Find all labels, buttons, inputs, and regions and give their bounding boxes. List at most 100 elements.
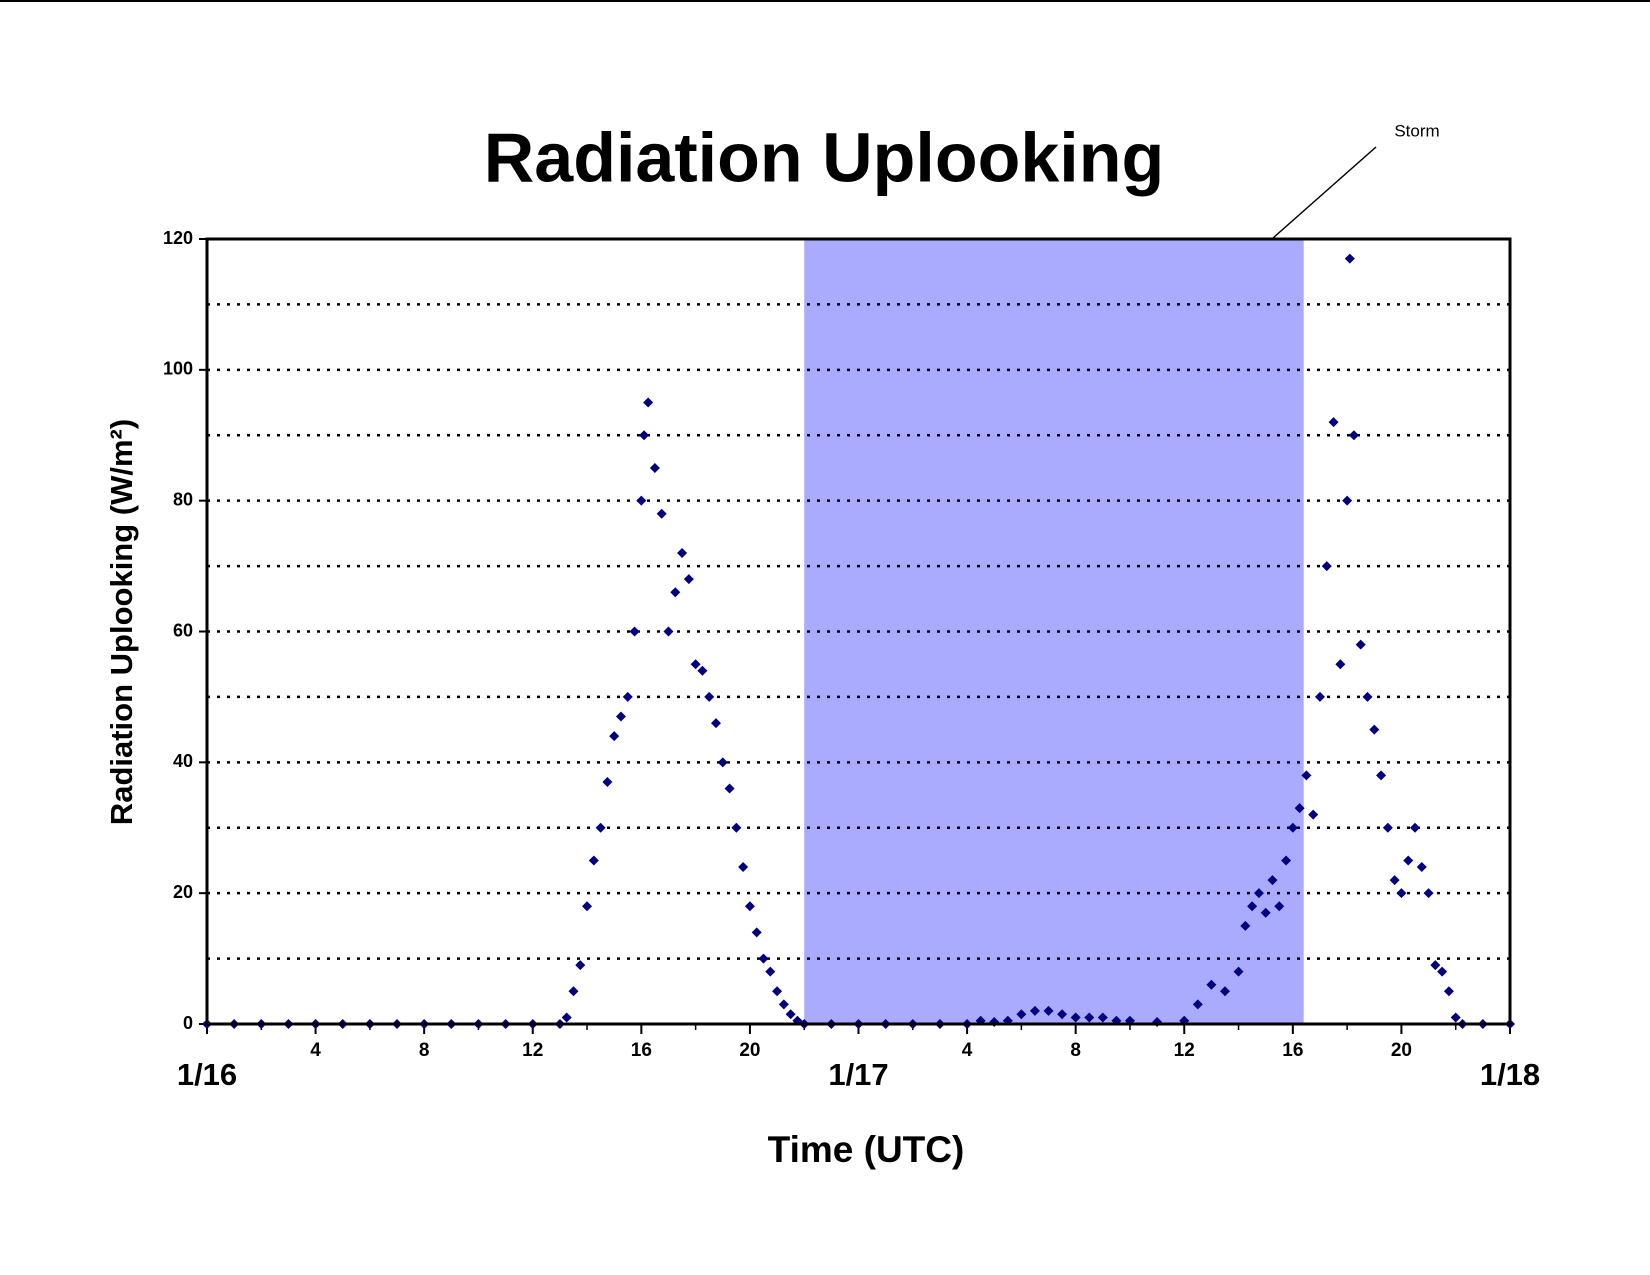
data-point: [595, 822, 606, 833]
data-point: [1206, 979, 1217, 990]
data-point: [1382, 822, 1393, 833]
data-point: [575, 960, 586, 971]
data-point: [1450, 1012, 1461, 1023]
data-point: [643, 397, 654, 408]
data-point: [1437, 966, 1448, 977]
data-point: [690, 659, 701, 670]
data-point: [1362, 691, 1373, 702]
data-point: [1416, 862, 1427, 872]
data-point: [683, 574, 694, 585]
x-tick-label: 4: [962, 1040, 973, 1061]
data-point: [1016, 1009, 1027, 1020]
plot-frame: [205, 237, 1512, 1026]
data-point: [609, 731, 620, 742]
data-point: [1084, 1012, 1095, 1023]
y-axis-label: Radiation Uplooking (W/m²): [104, 419, 139, 825]
data-point: [568, 986, 579, 997]
data-point: [1281, 855, 1292, 866]
data-point: [670, 587, 681, 598]
data-point: [1287, 822, 1298, 833]
data-point: [1057, 1009, 1068, 1020]
x-date-label: 1/16: [177, 1057, 237, 1092]
data-point: [1253, 888, 1264, 899]
data-point: [738, 862, 749, 872]
y-tick-label: 20: [173, 882, 193, 902]
x-tick-label: 8: [419, 1040, 430, 1061]
x-tick-label: 4: [310, 1040, 321, 1061]
data-point: [1321, 561, 1332, 572]
chart-title: Radiation Uplooking: [484, 118, 1165, 196]
data-point: [717, 757, 728, 768]
data-point: [1192, 999, 1203, 1010]
data-point: [758, 953, 769, 964]
data-point: [1355, 639, 1366, 650]
data-point: [1301, 770, 1312, 781]
data-point: [1043, 1005, 1054, 1016]
data-point: [1070, 1012, 1081, 1023]
y-tick-label: 100: [163, 359, 193, 379]
data-point: [1396, 888, 1407, 899]
data-point: [636, 495, 647, 506]
data-point: [1335, 659, 1346, 670]
y-tick-label: 40: [173, 751, 193, 771]
data-point: [663, 626, 674, 637]
data-point: [1029, 1005, 1040, 1016]
data-point: [1369, 724, 1380, 735]
data-point: [1376, 770, 1387, 781]
data-point: [710, 718, 721, 729]
data-point: [602, 776, 613, 787]
data-point: [622, 691, 633, 702]
data-point: [1240, 920, 1251, 931]
data-point: [785, 1009, 796, 1020]
data-point: [1294, 803, 1305, 814]
data-point: [697, 665, 708, 676]
y-tick-label: 60: [173, 620, 193, 640]
data-point: [561, 1012, 572, 1023]
data-point: [772, 986, 783, 997]
data-point: [724, 783, 735, 794]
data-point: [1097, 1012, 1108, 1023]
data-point: [1344, 253, 1355, 264]
x-tick-label: 20: [739, 1040, 760, 1061]
data-point: [744, 901, 755, 912]
y-tick-label: 0: [183, 1013, 193, 1033]
data-point: [1403, 855, 1414, 866]
data-point: [1247, 901, 1258, 912]
x-date-label: 1/18: [1480, 1057, 1540, 1092]
data-point: [1409, 822, 1420, 833]
data-point: [656, 508, 667, 519]
data-point: [751, 927, 762, 938]
y-tick-label: 80: [173, 489, 193, 509]
data-point: [629, 626, 640, 637]
data-point: [1423, 888, 1434, 899]
x-axis-label: Time (UTC): [768, 1129, 965, 1170]
data-point: [1389, 875, 1400, 886]
data-point: [1328, 417, 1339, 428]
x-tick-label: 16: [1282, 1040, 1303, 1061]
data-point: [1314, 691, 1325, 702]
data-point: [704, 691, 715, 702]
data-point: [731, 822, 742, 833]
x-date-label: 1/17: [828, 1057, 888, 1092]
x-tick-label: 12: [522, 1040, 543, 1061]
data-point: [582, 901, 593, 912]
annotation: Storm: [1394, 121, 1439, 140]
data-point: [588, 855, 599, 866]
data-point: [1260, 907, 1271, 918]
data-point: [1348, 430, 1359, 441]
data-point: [677, 548, 688, 558]
data-point: [1443, 986, 1454, 997]
y-tick-label: 120: [163, 228, 193, 248]
data-point: [615, 711, 626, 722]
data-point: [1308, 809, 1319, 820]
x-tick-label: 8: [1070, 1040, 1081, 1061]
data-point: [649, 462, 660, 473]
data-point: [765, 966, 776, 977]
data-point: [1342, 495, 1353, 506]
data-point: [1219, 986, 1230, 997]
data-point: [639, 430, 650, 441]
x-tick-label: 16: [631, 1040, 652, 1061]
data-point: [778, 999, 789, 1010]
